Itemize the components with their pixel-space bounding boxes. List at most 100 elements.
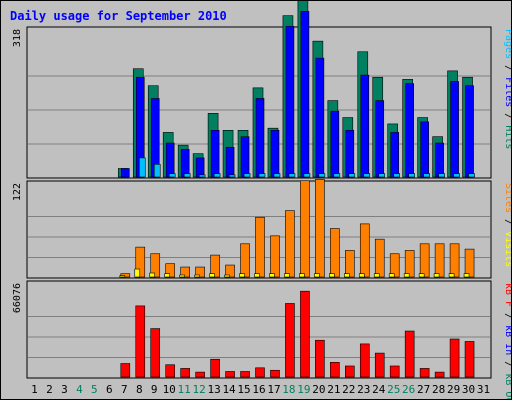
bar-pages-day-22	[348, 173, 356, 178]
bar-files-day-23	[360, 74, 370, 178]
legend-entry: /	[503, 355, 511, 373]
bar-pages-day-23	[363, 173, 371, 178]
bar-visits-day-11	[179, 274, 185, 278]
x-tick-label-17: 17	[267, 383, 280, 396]
x-tick-label-21: 21	[327, 383, 340, 396]
bar-kb-f-day-8	[135, 305, 146, 378]
bar-kb-f-day-20	[315, 339, 325, 378]
bar-kb-f-day-17	[270, 369, 280, 378]
bar-visits-day-30	[463, 273, 470, 278]
x-tick-label-9: 9	[151, 383, 158, 396]
bar-pages-day-17	[273, 173, 281, 178]
plot-area	[26, 280, 492, 379]
bar-visits-day-13	[209, 273, 215, 278]
x-tick-label-5: 5	[91, 383, 98, 396]
bar-pages-day-9	[153, 163, 161, 178]
bar-files-day-10	[165, 142, 175, 178]
bar-files-day-19	[300, 11, 310, 178]
bar-visits-day-18	[284, 273, 290, 278]
legend-entry: /	[503, 307, 511, 325]
legend-entry: Visits	[503, 231, 511, 267]
legend-entry: Hits	[503, 125, 511, 149]
x-tick-label-23: 23	[357, 383, 370, 396]
bar-pages-day-28	[438, 173, 445, 178]
bar-sites-day-11	[180, 266, 190, 278]
x-tick-label-4: 4	[76, 383, 83, 396]
series-legend: Sites / Visits	[503, 183, 511, 267]
bar-sites-day-29	[449, 243, 460, 278]
bar-sites-day-12	[195, 266, 205, 278]
x-tick-label-30: 30	[462, 383, 475, 396]
bar-files-day-14	[225, 146, 235, 178]
bar-pages-day-15	[243, 173, 251, 178]
bar-kb-f-day-9	[150, 328, 161, 378]
x-tick-label-29: 29	[447, 383, 460, 396]
bar-pages-day-12	[198, 174, 206, 178]
x-axis-labels: 1 2 3 4 5 6 7 8 9 10 11 12 13 14 15 16 17 18 19 20 21 22 23 24 2…	[31, 383, 490, 396]
x-tick-label-14: 14	[222, 383, 236, 396]
bar-sites-day-13	[210, 254, 220, 278]
bar-kb-f-day-7	[120, 363, 131, 378]
x-tick-label-7: 7	[121, 383, 128, 396]
bar-sites-day-8	[135, 246, 146, 278]
x-tick-label-25: 25	[387, 383, 400, 396]
bar-kb-f-day-19	[300, 290, 310, 378]
bar-sites-day-21	[330, 228, 340, 278]
bar-visits-day-10	[164, 273, 170, 278]
x-tick-label-22: 22	[342, 383, 355, 396]
bar-files-day-21	[330, 110, 340, 178]
bar-kb-f-day-11	[180, 368, 190, 378]
series-legend: kB F / kB In / kB Out	[503, 283, 511, 399]
bar-pages-day-10	[168, 173, 176, 178]
bar-kb-f-day-16	[255, 367, 265, 378]
bar-kb-f-day-25	[389, 365, 400, 378]
bar-sites-day-7	[120, 273, 131, 278]
y-max-label: 122	[12, 183, 23, 201]
x-tick-label-16: 16	[252, 383, 265, 396]
bar-kb-f-day-27	[419, 368, 430, 378]
bar-files-day-28	[435, 142, 444, 178]
bar-files-day-20	[315, 57, 325, 178]
bar-pages-day-24	[378, 173, 386, 178]
x-tick-label-12: 12	[193, 383, 206, 396]
bar-kb-f-day-14	[225, 371, 235, 378]
bar-sites-day-27	[419, 243, 430, 278]
panel-sites-visits: 122 Sites / Visits	[12, 179, 512, 279]
bar-sites-day-17	[270, 235, 280, 278]
bar-files-day-16	[255, 98, 265, 178]
bar-visits-day-14	[224, 274, 230, 278]
bar-pages-day-20	[318, 173, 326, 178]
legend-entry: kB F	[503, 283, 511, 307]
bar-files-day-27	[420, 121, 429, 178]
x-tick-label-8: 8	[136, 383, 143, 396]
bar-visits-day-19	[299, 273, 305, 278]
bar-kb-f-day-15	[240, 371, 250, 378]
bar-sites-day-15	[240, 243, 250, 278]
bar-kb-f-day-13	[210, 358, 220, 378]
x-tick-label-20: 20	[312, 383, 325, 396]
bar-visits-day-9	[149, 272, 156, 278]
y-max-label: 318	[12, 29, 23, 47]
bar-pages-day-14	[228, 174, 236, 178]
bar-pages-day-26	[408, 173, 415, 178]
bar-kb-f-day-21	[330, 361, 340, 378]
bar-visits-day-23	[358, 273, 365, 278]
bar-sites-day-23	[359, 223, 370, 278]
legend-entry: /	[503, 213, 511, 231]
x-tick-label-19: 19	[297, 383, 310, 396]
bar-visits-day-29	[448, 273, 455, 278]
bar-sites-day-18	[285, 210, 295, 278]
legend-entry: Pages	[503, 29, 511, 59]
bar-visits-day-17	[269, 273, 275, 278]
legend-entry: Sites	[503, 183, 511, 213]
legend-entry: /	[503, 59, 511, 77]
bar-files-day-17	[270, 130, 280, 178]
bar-visits-day-26	[403, 273, 410, 278]
x-tick-label-2: 2	[46, 383, 53, 396]
bar-visits-day-20	[314, 273, 320, 278]
bar-visits-day-16	[254, 273, 260, 278]
bar-pages-day-18	[288, 173, 296, 178]
bar-visits-day-22	[344, 273, 350, 278]
